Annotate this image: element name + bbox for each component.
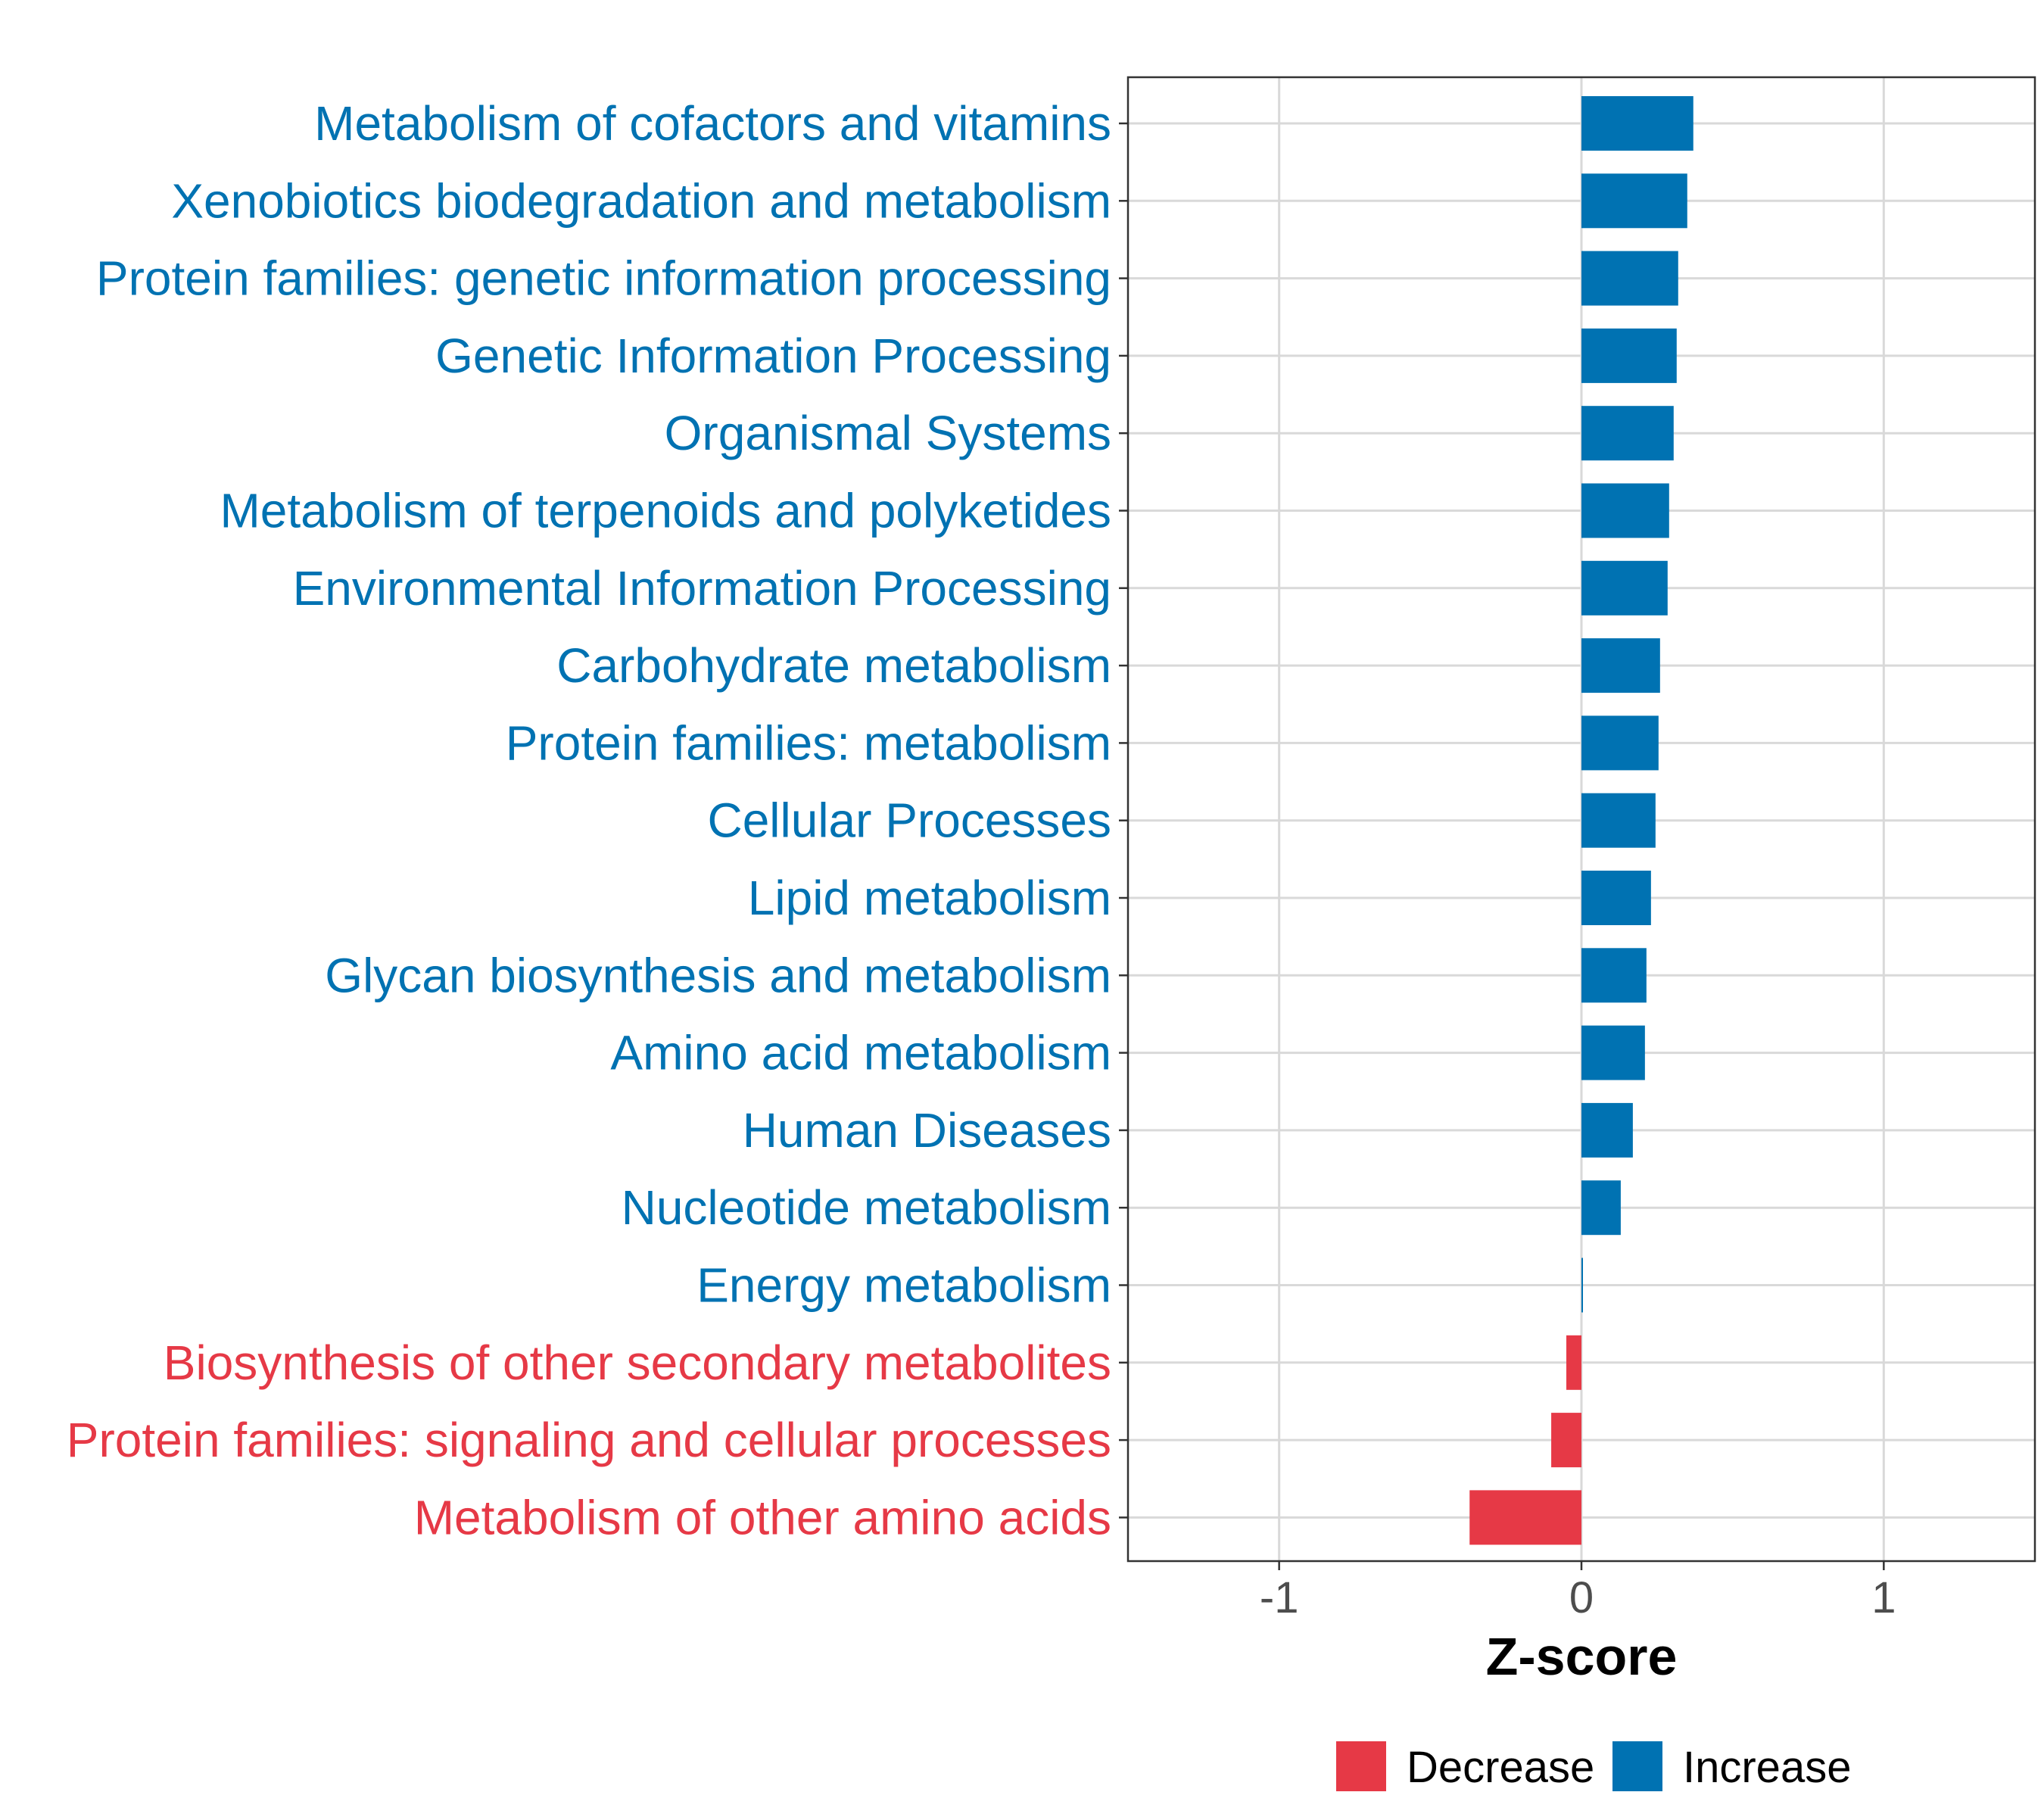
bar-14 xyxy=(1581,1102,1633,1158)
category-label: Carbohydrate metabolism xyxy=(556,638,1111,693)
x-axis-title: Z-score xyxy=(1486,1627,1678,1686)
category-label: Protein families: genetic information pr… xyxy=(96,251,1111,306)
bar-16 xyxy=(1581,1258,1583,1313)
legend-key-increase xyxy=(1612,1741,1662,1791)
bar-12 xyxy=(1581,948,1647,1003)
bar-17 xyxy=(1566,1335,1581,1390)
bar-19 xyxy=(1469,1490,1581,1545)
category-label: Energy metabolism xyxy=(696,1258,1111,1313)
category-label: Genetic Information Processing xyxy=(435,329,1111,383)
category-label: Human Diseases xyxy=(743,1103,1111,1158)
category-label: Nucleotide metabolism xyxy=(622,1180,1111,1235)
category-label: Xenobiotics biodegradation and metabolis… xyxy=(171,173,1111,228)
category-label: Amino acid metabolism xyxy=(610,1026,1111,1080)
category-label: Metabolism of terpenoids and polyketides xyxy=(220,484,1111,538)
category-label: Lipid metabolism xyxy=(748,871,1111,925)
bar-6 xyxy=(1581,483,1669,538)
legend-label-decrease: Decrease xyxy=(1407,1743,1594,1792)
bar-11 xyxy=(1581,871,1651,925)
bar-7 xyxy=(1581,560,1668,616)
category-label: Biosynthesis of other secondary metaboli… xyxy=(164,1335,1111,1390)
bar-10 xyxy=(1581,793,1656,848)
bar-15 xyxy=(1581,1180,1621,1236)
bar-8 xyxy=(1581,638,1660,693)
bar-13 xyxy=(1581,1025,1645,1080)
legend-label-increase: Increase xyxy=(1683,1743,1851,1792)
legend-key-decrease xyxy=(1336,1741,1386,1791)
bar-layer xyxy=(1469,96,1693,1545)
category-label: Cellular Processes xyxy=(707,793,1111,848)
category-label: Metabolism of cofactors and vitamins xyxy=(314,96,1111,151)
bar-2 xyxy=(1581,173,1687,229)
x-tick-label: 0 xyxy=(1569,1573,1594,1622)
category-labels: Metabolism of cofactors and vitamins Xeno… xyxy=(67,96,1111,1544)
category-label: Metabolism of other amino acids xyxy=(414,1490,1111,1544)
x-tick-label: -1 xyxy=(1260,1573,1299,1622)
bar-18 xyxy=(1551,1413,1581,1468)
category-label: Organismal Systems xyxy=(665,406,1111,460)
bar-4 xyxy=(1581,328,1677,383)
x-axis-ticks: -1 0 1 xyxy=(1260,1561,1896,1622)
bar-1 xyxy=(1581,96,1693,151)
bar-5 xyxy=(1581,406,1674,461)
category-label: Glycan biosynthesis and metabolism xyxy=(325,948,1111,1002)
bar-3 xyxy=(1581,251,1678,306)
category-label: Protein families: metabolism xyxy=(506,715,1111,770)
x-tick-label: 1 xyxy=(1871,1573,1896,1622)
legend: Decrease Increase xyxy=(1336,1741,1851,1792)
category-label: Protein families: signaling and cellular… xyxy=(67,1413,1111,1467)
category-label: Environmental Information Processing xyxy=(293,561,1111,616)
bar-9 xyxy=(1581,715,1659,771)
y-axis-ticks xyxy=(1119,122,1128,1519)
